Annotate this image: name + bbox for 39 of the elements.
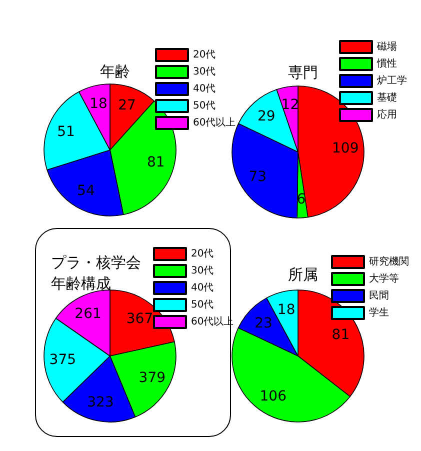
data-label: 375 [49,352,76,368]
data-label: 367 [126,310,154,327]
text: プラ・核学会年齢構成 [51,254,141,292]
data-label: 18 [277,302,296,318]
legend-label: 20代 [191,248,214,260]
data-label: 109 [332,140,359,156]
legend-label: 40代 [193,84,216,94]
data-label: 27 [118,98,136,114]
data-label: 81 [146,154,165,170]
legend-label: 磁場 [376,40,397,52]
data-label: 379 [138,370,166,386]
legend-label: 大学等 [369,272,399,284]
legend-label: 30代 [191,266,214,276]
legend-label: 学生 [369,306,389,318]
legend-label: 研究機関 [369,256,409,268]
data-label: 106 [260,388,287,404]
legend-label: 60代以上 [193,116,236,128]
legend-label: 炉工学 [377,74,407,86]
legend-label: 慣性 [376,58,397,70]
data-label: 323 [87,394,114,411]
legend-label: 50代 [191,300,214,310]
data-label: 81 [332,327,350,344]
legend-label: 30代 [193,66,216,78]
text: 専門 [288,64,318,82]
data-label: 261 [74,306,102,322]
data-label: 73 [248,169,267,186]
legend-label: 50代 [193,100,216,112]
text: 所属 [288,266,318,284]
data-label: 23 [254,315,272,332]
legend-label: 応用 [377,108,397,120]
data-label: 51 [57,124,75,140]
text: 年齢 [100,62,130,80]
legend-label: 40代 [191,282,214,294]
data-label: 29 [258,108,276,124]
legend-label: 20代 [193,50,216,60]
data-label: 18 [90,96,108,112]
legend-label: 基礎 [377,92,397,104]
data-label: 54 [77,182,95,199]
legend-label: 民間 [369,290,389,302]
